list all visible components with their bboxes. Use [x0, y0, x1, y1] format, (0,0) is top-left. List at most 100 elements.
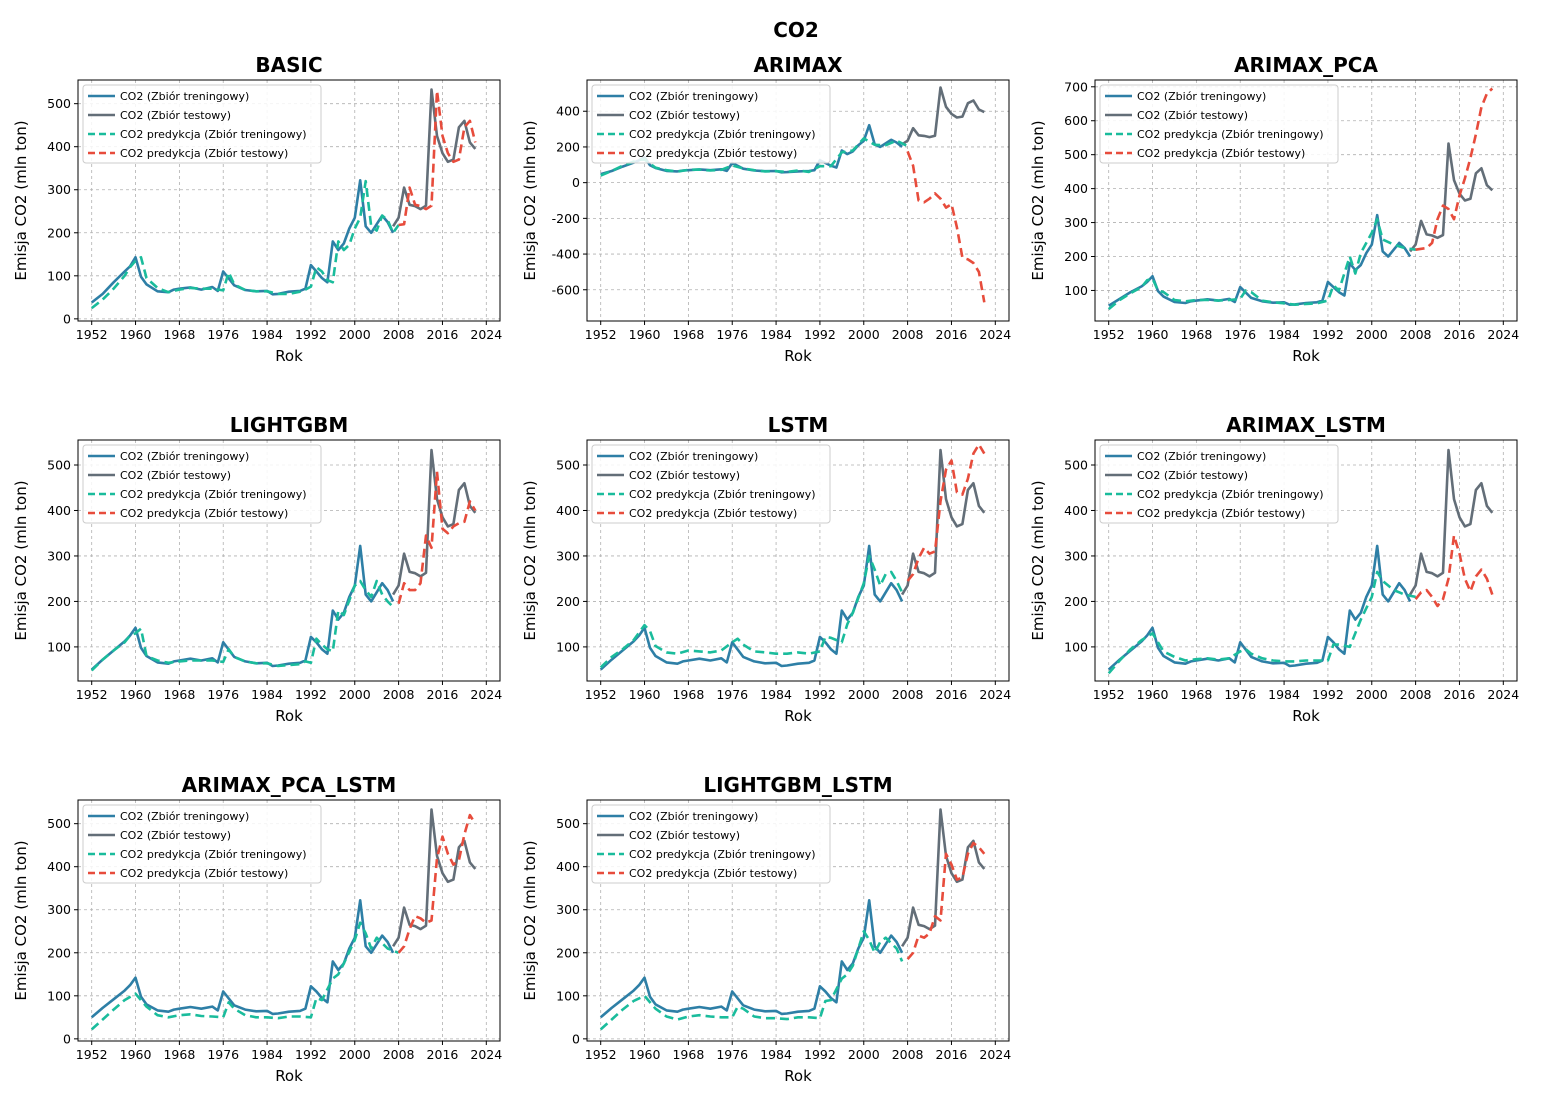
- series-line-pred-train: [90, 921, 400, 1031]
- series-group: [90, 808, 477, 1031]
- legend-label: CO2 predykcja (Zbiór testowy): [1137, 147, 1305, 160]
- legend: CO2 (Zbiór treningowy) CO2 (Zbiór testowy…: [82, 84, 322, 164]
- x-tick-label: 1992: [295, 1047, 327, 1062]
- y-tick-label: 0: [572, 175, 580, 190]
- x-tick-label: 2016: [1444, 327, 1476, 342]
- x-tick-label: 1992: [1312, 327, 1344, 342]
- y-tick-label: 500: [47, 96, 71, 111]
- series-group: [1107, 87, 1494, 311]
- y-tick-label: 400: [556, 859, 580, 874]
- x-tick-label: 2008: [383, 327, 415, 342]
- x-tick-label: 1968: [672, 1047, 704, 1062]
- legend-label: CO2 (Zbiór treningowy): [629, 450, 758, 463]
- chart-panel: ARIMAX_LSTM 1952 1960 1968 1976 1984 1992 2000 2…: [1029, 413, 1519, 725]
- y-tick-label: 100: [556, 639, 580, 654]
- legend-label: CO2 predykcja (Zbiór testowy): [629, 147, 797, 160]
- series-group: [90, 448, 477, 672]
- y-tick-label: 400: [1064, 503, 1088, 518]
- figure-title: CO2: [773, 18, 819, 42]
- y-tick-label: 100: [47, 639, 71, 654]
- y-tick-label: 100: [1064, 283, 1088, 298]
- x-tick-label: 2008: [892, 687, 924, 702]
- x-tick-label: 1960: [1137, 687, 1169, 702]
- chart-title: ARIMAX_PCA_LSTM: [182, 773, 397, 797]
- y-tick-label: 200: [1064, 249, 1088, 264]
- legend-label: CO2 predykcja (Zbiór treningowy): [629, 128, 816, 141]
- legend-label: CO2 predykcja (Zbiór testowy): [120, 507, 288, 520]
- x-tick-label: 1960: [629, 1047, 661, 1062]
- legend-label: CO2 predykcja (Zbiór treningowy): [1137, 488, 1324, 501]
- y-axis-label: Emisja CO2 (mln ton): [1029, 480, 1047, 640]
- y-tick-label: 100: [47, 988, 71, 1003]
- x-tick-label: 1952: [585, 687, 617, 702]
- y-tick-label: 300: [47, 902, 71, 917]
- legend-label: CO2 (Zbiór treningowy): [120, 90, 249, 103]
- series-group: [1107, 448, 1494, 675]
- x-tick-label: 2000: [339, 327, 371, 342]
- y-tick-label: 300: [47, 182, 71, 197]
- series-line-pred-train: [90, 579, 395, 672]
- x-tick-label: 1984: [760, 1047, 792, 1062]
- chart-panel: ARIMAX_PCA_LSTM 1952 1960 1968 1976 1984 1992 2…: [12, 773, 502, 1085]
- legend-label: CO2 predykcja (Zbiór treningowy): [629, 848, 816, 861]
- x-tick-label: 1984: [1268, 687, 1300, 702]
- legend-label: CO2 predykcja (Zbiór testowy): [629, 867, 797, 880]
- y-tick-label: 0: [63, 311, 71, 326]
- y-tick-label: 200: [556, 139, 580, 154]
- series-line-test: [900, 448, 986, 596]
- x-tick-label: 1976: [716, 327, 748, 342]
- legend-label: CO2 (Zbiór testowy): [1137, 469, 1248, 482]
- x-tick-label: 1976: [716, 1047, 748, 1062]
- legend-box: [591, 444, 831, 524]
- x-tick-label: 2024: [470, 687, 502, 702]
- y-tick-label: 200: [47, 594, 71, 609]
- y-tick-label: 400: [47, 859, 71, 874]
- series-line-test: [391, 448, 477, 596]
- legend-label: CO2 (Zbiór testowy): [120, 109, 231, 122]
- x-tick-label: 2024: [979, 327, 1011, 342]
- series-line-train: [1108, 213, 1412, 307]
- x-tick-label: 1984: [760, 327, 792, 342]
- series-line-test: [901, 808, 986, 948]
- y-axis-label: Emisja CO2 (mln ton): [521, 840, 539, 1000]
- legend: CO2 (Zbiór treningowy) CO2 (Zbiór testowy…: [82, 444, 322, 524]
- x-tick-label: 2016: [1444, 687, 1476, 702]
- legend-label: CO2 (Zbiór testowy): [629, 469, 740, 482]
- series-line-pred-train: [90, 179, 400, 310]
- legend-box: [82, 444, 322, 524]
- x-tick-label: 1968: [163, 1047, 195, 1062]
- legend: CO2 (Zbiór treningowy) CO2 (Zbiór testowy…: [591, 444, 831, 524]
- legend-box: [591, 84, 831, 164]
- y-axis-label: Emisja CO2 (mln ton): [12, 120, 30, 280]
- x-tick-label: 1984: [251, 1047, 283, 1062]
- series-line-pred-train: [599, 929, 904, 1031]
- y-tick-label: 100: [1064, 639, 1088, 654]
- x-tick-label: 1960: [120, 1047, 152, 1062]
- series-line-pred-train: [1107, 217, 1416, 311]
- y-tick-label: 500: [47, 458, 71, 473]
- chart-title: ARIMAX: [753, 53, 843, 77]
- legend: CO2 (Zbiór treningowy) CO2 (Zbiór testowy…: [82, 804, 322, 884]
- y-axis-label: Emisja CO2 (mln ton): [1029, 120, 1047, 280]
- series-line-train: [90, 544, 395, 671]
- legend-label: CO2 (Zbiór treningowy): [120, 810, 249, 823]
- series-line-pred-test: [906, 841, 986, 961]
- x-axis-label: Rok: [1292, 707, 1320, 725]
- legend: CO2 (Zbiór treningowy) CO2 (Zbiór testowy…: [591, 84, 831, 164]
- legend: CO2 (Zbiór treningowy) CO2 (Zbiór testowy…: [591, 804, 831, 884]
- x-tick-label: 1968: [163, 687, 195, 702]
- x-tick-label: 2000: [339, 1047, 371, 1062]
- chart-title: ARIMAX_LSTM: [1226, 413, 1386, 437]
- y-tick-label: 400: [556, 503, 580, 518]
- x-tick-label: 2008: [892, 1047, 924, 1062]
- legend-label: CO2 predykcja (Zbiór testowy): [629, 507, 797, 520]
- x-tick-label: 1992: [295, 687, 327, 702]
- y-tick-label: 300: [47, 548, 71, 563]
- x-axis-label: Rok: [784, 347, 812, 365]
- y-tick-label: 500: [556, 816, 580, 831]
- series-line-pred-test: [1414, 534, 1494, 608]
- y-tick-label: 400: [556, 104, 580, 119]
- series-line-pred-train: [1107, 570, 1416, 675]
- x-tick-label: 1976: [207, 1047, 239, 1062]
